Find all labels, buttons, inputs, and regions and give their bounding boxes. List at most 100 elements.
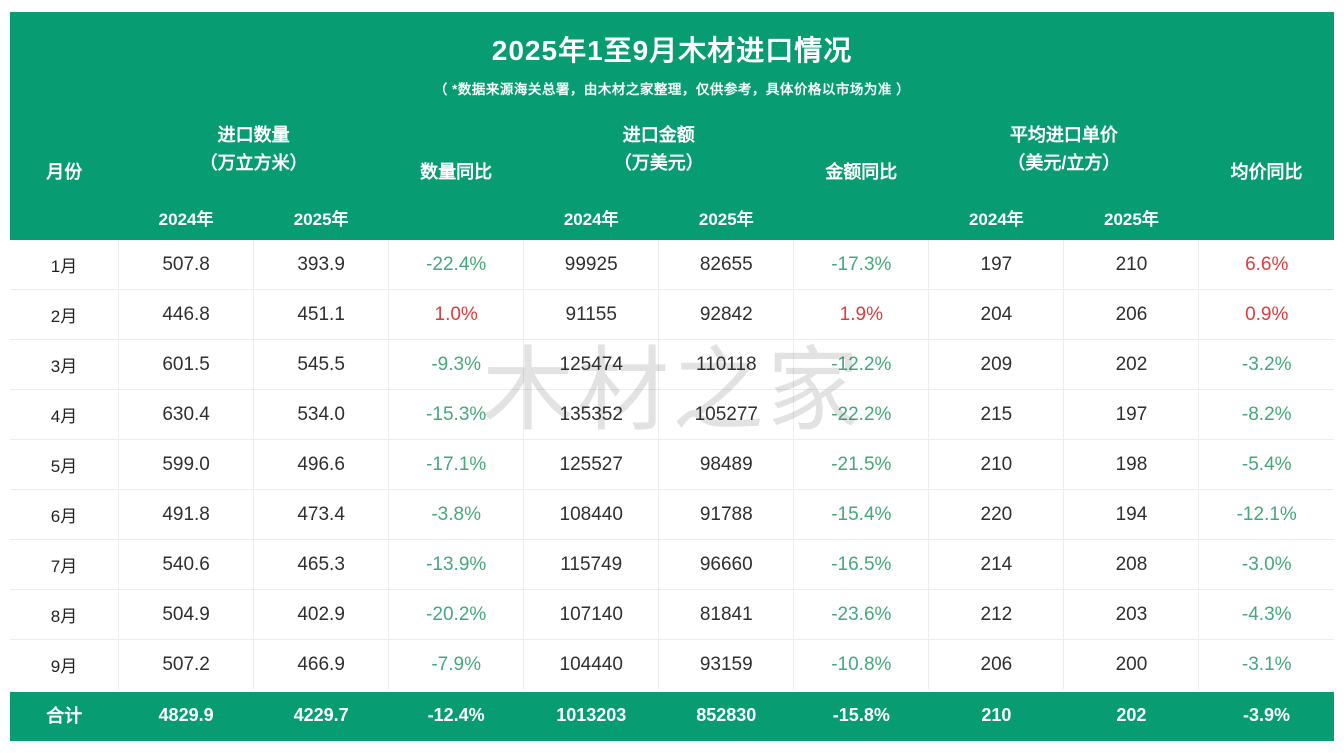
cell-amount-2025: 105277 [658,389,795,440]
cell-amount-2024: 99925 [523,240,660,290]
cell-quantity-yoy: -15.3% [388,389,525,440]
cell-month: 合计 [10,689,119,738]
cell-price-2025: 197 [1063,389,1200,440]
header-price-group: 平均进口单价 （美元/立方） [928,106,1199,194]
cell-price-2024: 197 [928,240,1065,290]
table-row: 9月 507.2 466.9 -7.9% 104440 93159 -10.8%… [10,639,1334,691]
title-block: 2025年1至9月木材进口情况 （ *数据来源海关总署，由木材之家整理，仅供参考… [10,12,1334,106]
cell-amount-2025: 81841 [658,589,795,640]
header-price-2024: 2024年 [928,194,1064,240]
cell-month: 8月 [10,589,120,640]
header-price-line1: 平均进口单价 [1009,125,1118,146]
header-month: 月份 [10,106,119,240]
cell-price-2024: 214 [928,539,1065,590]
cell-month: 1月 [10,240,120,290]
cell-amount-2025: 92842 [658,289,795,340]
cell-quantity-yoy: 1.0% [388,289,525,340]
cell-month: 2月 [10,289,120,340]
cell-quantity-2024: 507.2 [118,639,255,691]
header-amount-yoy: 金额同比 [793,106,929,240]
cell-quantity-2025: 545.5 [253,339,390,390]
cell-quantity-yoy: -13.9% [388,539,525,590]
cell-price-2024: 210 [928,439,1065,490]
header-quantity-2024: 2024年 [118,194,254,240]
table-row: 7月 540.6 465.3 -13.9% 115749 96660 -16.5… [10,539,1334,590]
table-row: 6月 491.8 473.4 -3.8% 108440 91788 -15.4%… [10,489,1334,540]
cell-price-2025: 200 [1063,639,1200,691]
cell-amount-yoy: 1.9% [793,289,930,340]
cell-quantity-2025: 534.0 [253,389,390,440]
cell-amount-2025: 110118 [658,339,795,390]
cell-quantity-2024: 504.9 [118,589,255,640]
cell-amount-yoy: -21.5% [793,439,930,490]
cell-price-2024: 220 [928,489,1065,540]
cell-price-yoy: -4.3% [1198,589,1334,640]
cell-price-2024: 209 [928,339,1065,390]
cell-price-yoy: -3.1% [1198,639,1334,691]
table-row: 3月 601.5 545.5 -9.3% 125474 110118 -12.2… [10,339,1334,390]
header-quantity-line2: （万立方米） [199,153,308,173]
table-row: 8月 504.9 402.9 -20.2% 107140 81841 -23.6… [10,589,1334,640]
cell-quantity-yoy: -7.9% [388,639,525,691]
cell-amount-yoy: -17.3% [793,240,930,290]
cell-month: 7月 [10,539,120,590]
cell-quantity-2024: 599.0 [118,439,255,490]
cell-quantity-yoy: -3.8% [388,489,525,540]
cell-month: 5月 [10,439,120,490]
cell-quantity-2024: 540.6 [118,539,255,590]
header-amount-2025: 2025年 [658,194,794,240]
header-amount-line2: （万美元） [613,153,704,173]
cell-amount-yoy: -10.8% [793,639,930,691]
header-amount-group: 进口金额 （万美元） [523,106,794,194]
header-quantity-group: 进口数量 （万立方米） [118,106,389,194]
cell-quantity-yoy: -12.4% [388,689,524,738]
table-row: 5月 599.0 496.6 -17.1% 125527 98489 -21.5… [10,439,1334,490]
cell-amount-2024: 91155 [523,289,660,340]
table-row: 4月 630.4 534.0 -15.3% 135352 105277 -22.… [10,389,1334,440]
cell-price-yoy: 0.9% [1198,289,1334,340]
cell-quantity-2025: 451.1 [253,289,390,340]
cell-price-yoy: -3.9% [1198,689,1334,738]
cell-quantity-2025: 402.9 [253,589,390,640]
cell-amount-2024: 125474 [523,339,660,390]
cell-amount-2025: 82655 [658,240,795,290]
cell-amount-2024: 107140 [523,589,660,640]
cell-price-2025: 208 [1063,539,1200,590]
cell-amount-2025: 91788 [658,489,795,540]
cell-quantity-2025: 4229.7 [253,689,389,738]
cell-price-2025: 206 [1063,289,1200,340]
cell-quantity-2025: 466.9 [253,639,390,691]
cell-price-yoy: 6.6% [1198,240,1334,290]
cell-quantity-2024: 4829.9 [118,689,254,738]
table-footer: 合计 4829.9 4229.7 -12.4% 1013203 852830 -… [10,689,1334,738]
cell-amount-yoy: -23.6% [793,589,930,640]
cell-price-2025: 198 [1063,439,1200,490]
cell-quantity-yoy: -9.3% [388,339,525,390]
cell-quantity-yoy: -20.2% [388,589,525,640]
cell-quantity-2024: 446.8 [118,289,255,340]
header-quantity-2025: 2025年 [253,194,389,240]
cell-price-yoy: -5.4% [1198,439,1334,490]
header-quantity-line1: 进口数量 [217,125,290,146]
cell-amount-2024: 115749 [523,539,660,590]
table-row: 2月 446.8 451.1 1.0% 91155 92842 1.9% 204… [10,289,1334,340]
cell-price-2025: 202 [1063,339,1200,390]
header-quantity-yoy: 数量同比 [388,106,524,240]
total-row: 合计 4829.9 4229.7 -12.4% 1013203 852830 -… [10,689,1334,738]
header-price-line2: （美元/立方） [1007,153,1121,173]
cell-amount-yoy: -15.8% [793,689,929,738]
cell-amount-2024: 104440 [523,639,660,691]
cell-price-2024: 210 [928,689,1064,738]
cell-month: 4月 [10,389,120,440]
page-title: 2025年1至9月木材进口情况 [491,35,853,66]
cell-quantity-2025: 465.3 [253,539,390,590]
cell-price-2025: 203 [1063,589,1200,640]
cell-quantity-2024: 601.5 [118,339,255,390]
cell-amount-2025: 96660 [658,539,795,590]
cell-quantity-2025: 393.9 [253,240,390,290]
cell-price-yoy: -8.2% [1198,389,1334,440]
cell-amount-yoy: -12.2% [793,339,930,390]
page-subtitle: （ *数据来源海关总署，由木材之家整理，仅供参考，具体价格以市场为准 ） [433,82,911,97]
cell-price-2025: 210 [1063,240,1200,290]
cell-price-yoy: -3.0% [1198,539,1334,590]
